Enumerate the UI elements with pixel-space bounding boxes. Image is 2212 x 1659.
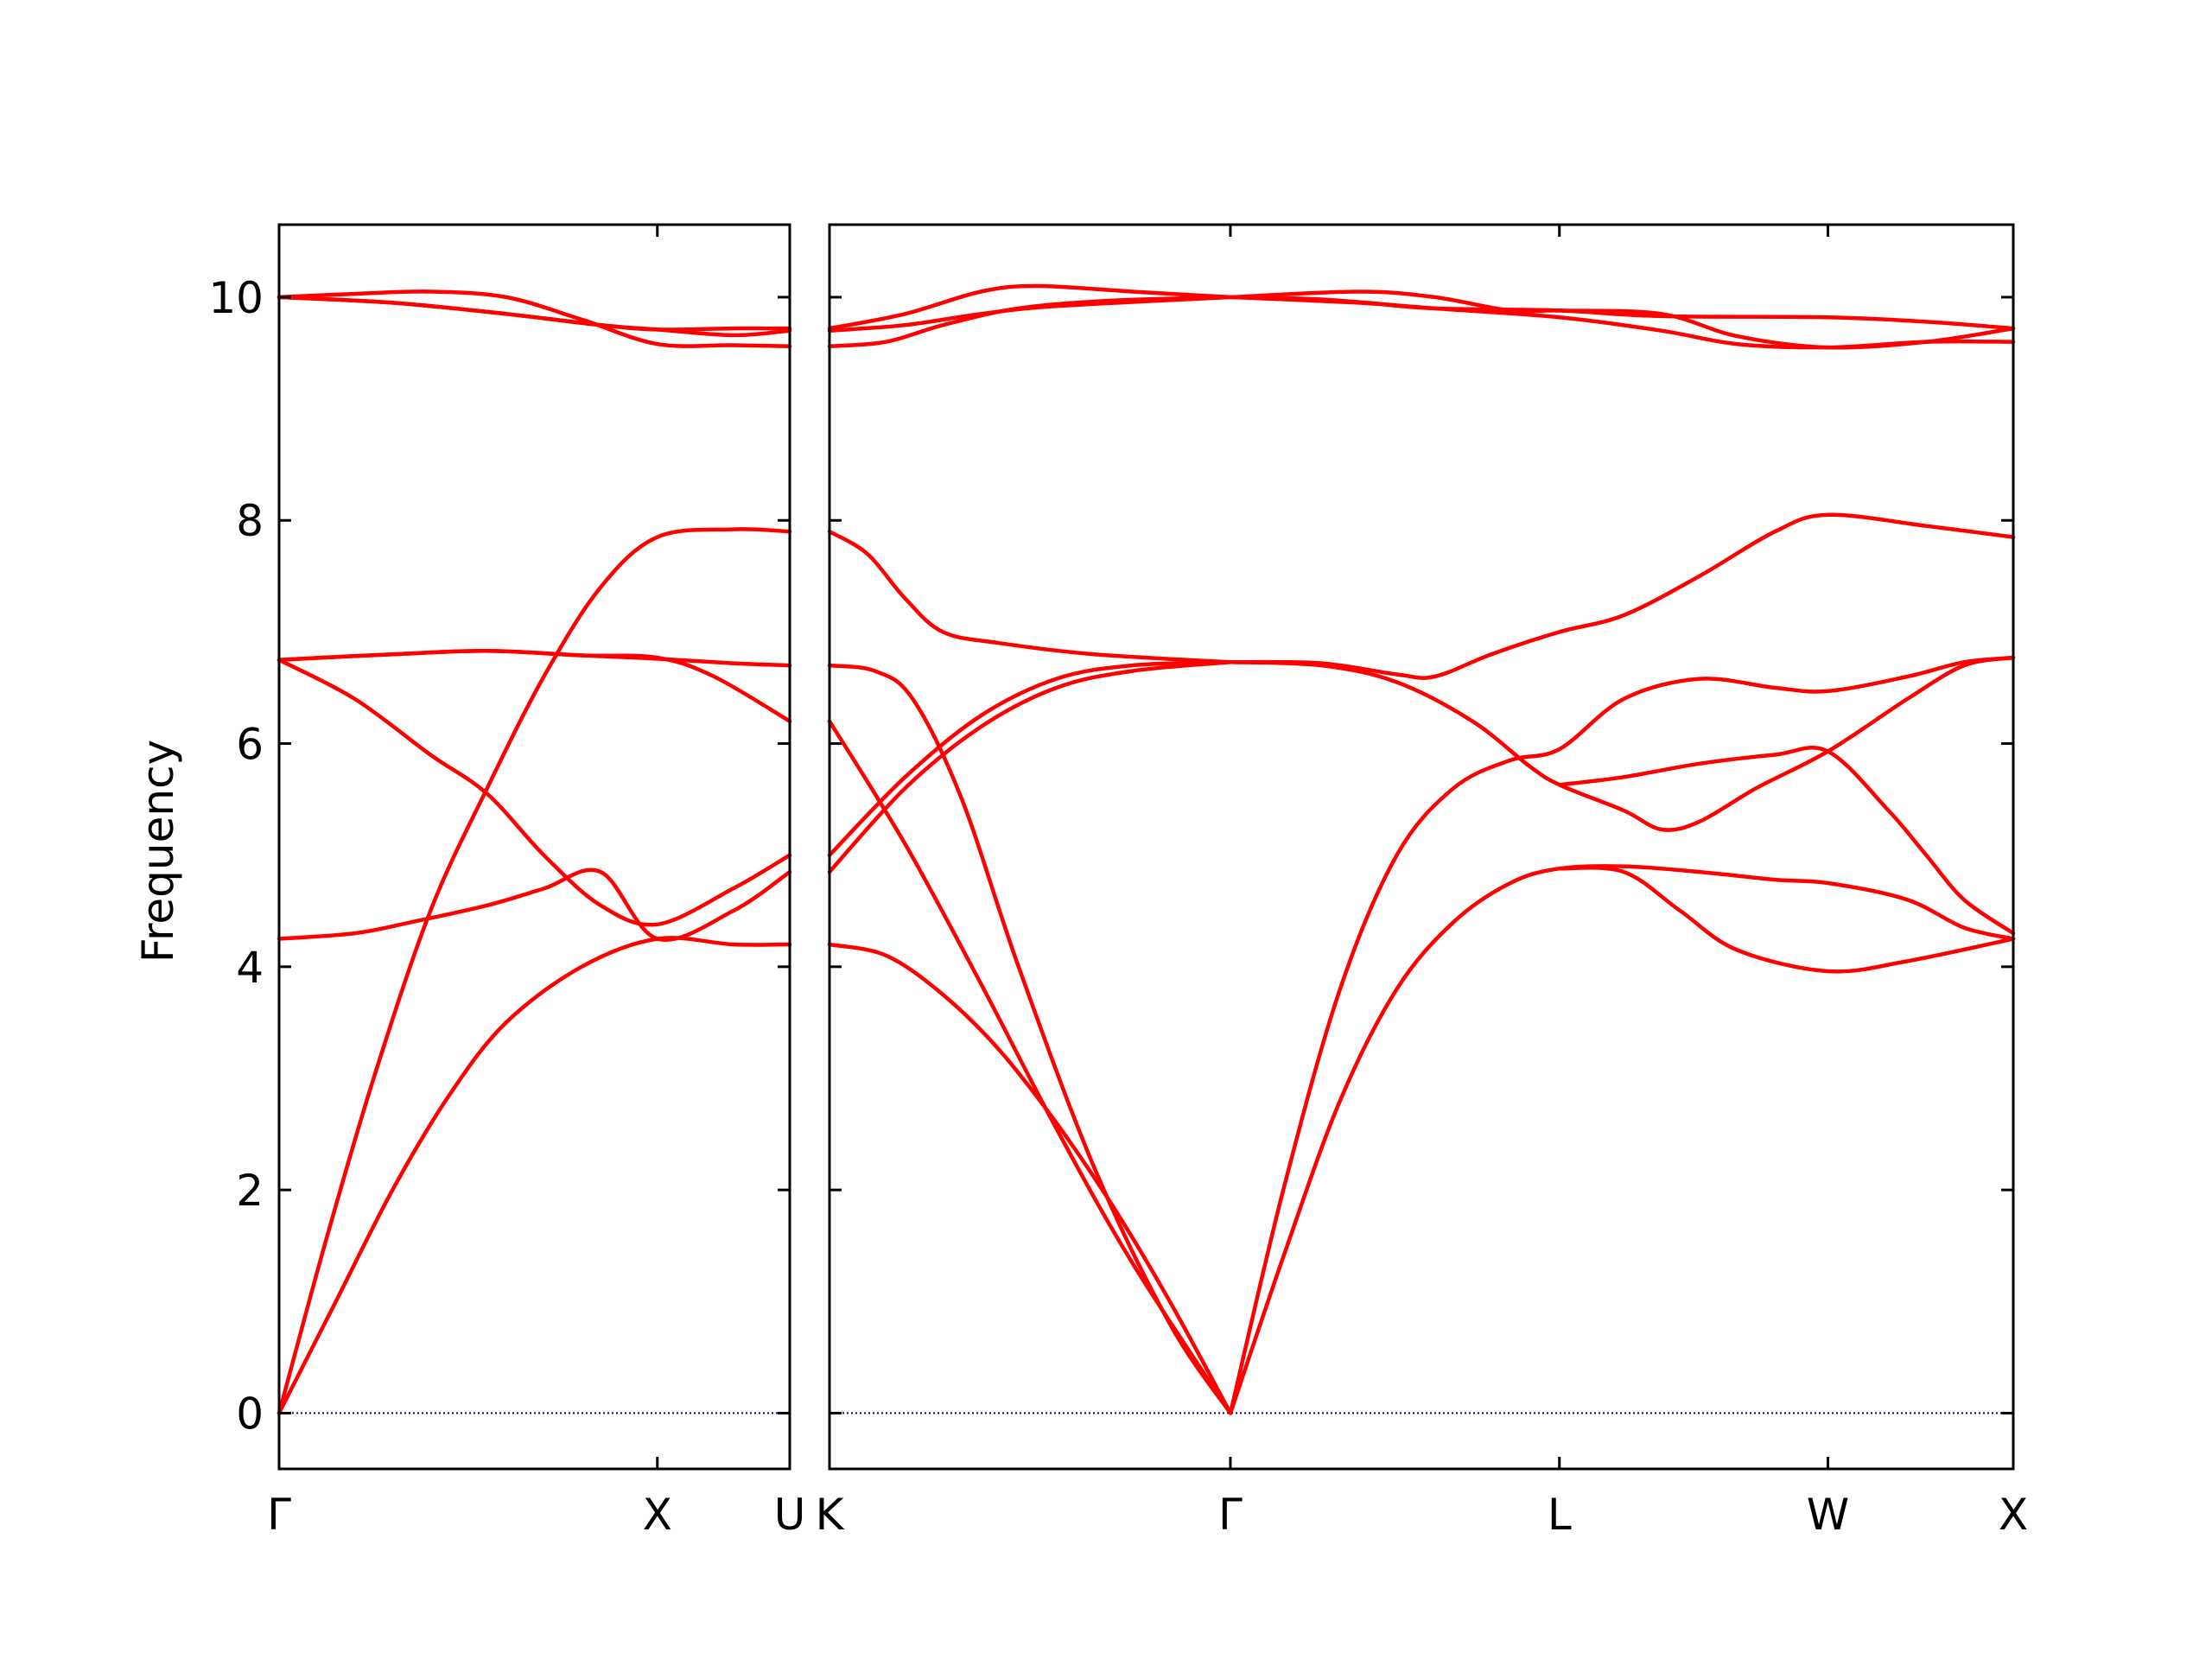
band-line-2-18 bbox=[1228, 295, 2016, 331]
y-tick-label: 4 bbox=[236, 943, 264, 993]
band-line-2-4 bbox=[827, 660, 1233, 874]
panel-frame-1 bbox=[277, 223, 791, 1471]
band-line-2-9 bbox=[827, 283, 1233, 331]
band-line-2-10 bbox=[1228, 864, 2016, 1415]
band-line-2-13 bbox=[1557, 746, 2016, 936]
band-line-2-6 bbox=[827, 529, 1233, 664]
band-line-2-17 bbox=[1228, 289, 2016, 350]
x-tick-label: Γ bbox=[1218, 1490, 1243, 1540]
band-line-1-1 bbox=[276, 527, 792, 1415]
y-tick-label: 6 bbox=[236, 720, 264, 770]
band-line-1-7 bbox=[276, 289, 792, 349]
band-line-2-2 bbox=[827, 719, 1233, 1415]
band-line-2-1 bbox=[827, 942, 1233, 1415]
x-tick-label: W bbox=[1807, 1490, 1849, 1540]
y-tick-label: 0 bbox=[236, 1389, 264, 1439]
x-tick-label: L bbox=[1548, 1490, 1572, 1540]
band-line-2-14 bbox=[1557, 866, 2016, 974]
band-line-2-16 bbox=[1228, 295, 2016, 350]
band-line-2-15 bbox=[1228, 512, 2016, 680]
x-tick-label: X bbox=[643, 1490, 672, 1540]
y-tick-label: 2 bbox=[236, 1166, 264, 1216]
plot-area: 0 2 4 6 8 10 Γ X U K Γ L W X bbox=[208, 223, 2028, 1540]
band-line-2-3 bbox=[827, 663, 1233, 1415]
band-line-1-5 bbox=[276, 649, 792, 668]
band-line-1-3 bbox=[276, 658, 792, 927]
band-line-1-9 bbox=[276, 295, 792, 338]
band-line-1-6 bbox=[276, 868, 792, 943]
band-line-2-11 bbox=[1228, 655, 2016, 1415]
y-axis-label: Frequency bbox=[133, 740, 183, 963]
band-line-1-2 bbox=[276, 936, 792, 1415]
y-tick-label: 10 bbox=[208, 273, 264, 323]
y-tick-label: 8 bbox=[236, 496, 264, 546]
band-line-2-8 bbox=[827, 295, 1233, 333]
x-tick-label: Γ bbox=[267, 1490, 291, 1540]
band-line-2-12 bbox=[1228, 655, 2016, 832]
panel-frame-2 bbox=[828, 223, 2015, 1471]
x-tick-label: U bbox=[774, 1490, 806, 1540]
band-line-2-7 bbox=[827, 295, 1233, 349]
x-tick-label: K bbox=[816, 1490, 845, 1540]
x-tick-label: X bbox=[1999, 1490, 2028, 1540]
band-line-2-5 bbox=[827, 660, 1233, 857]
